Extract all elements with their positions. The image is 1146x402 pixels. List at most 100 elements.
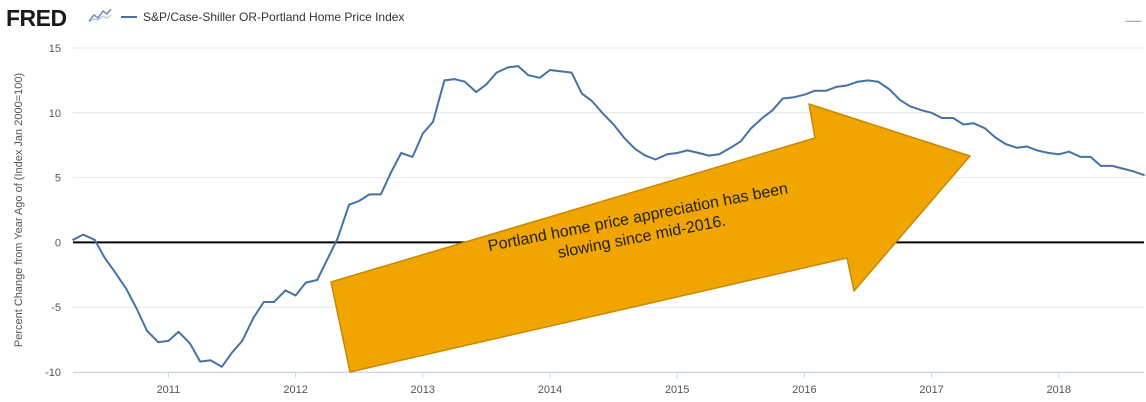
y-tick-label: 15 [49, 43, 61, 55]
y-tick-label: -10 [45, 367, 61, 379]
data-point [1099, 165, 1102, 167]
data-point [813, 89, 816, 92]
data-point [781, 97, 784, 100]
y-axis-label: Percent Change from Year Ago of (Index J… [13, 72, 25, 348]
data-point [994, 136, 997, 139]
data-point [273, 301, 275, 303]
data-point [739, 140, 742, 143]
data-point [443, 79, 446, 82]
data-point [145, 329, 148, 332]
data-point [421, 132, 424, 135]
data-point [972, 122, 975, 125]
data-point [708, 154, 710, 157]
data-point [1131, 170, 1134, 173]
data-point [580, 92, 583, 95]
data-point [93, 238, 96, 241]
data-point [220, 365, 223, 368]
data-point [231, 351, 233, 354]
data-point [825, 89, 827, 92]
data-point [761, 117, 764, 119]
data-point [475, 91, 478, 93]
data-point [1036, 149, 1039, 152]
data-point [1079, 156, 1082, 158]
data-point [1057, 153, 1060, 156]
data-point [1026, 145, 1028, 148]
data-point [570, 71, 573, 74]
data-point [845, 84, 848, 87]
data-point [984, 127, 986, 130]
annotation-arrow [330, 103, 971, 373]
data-point [411, 156, 414, 158]
data-point [750, 127, 752, 130]
data-point [602, 113, 605, 115]
data-point [336, 237, 339, 240]
grid-lines [73, 47, 1144, 378]
data-point [209, 359, 212, 362]
data-point [1121, 167, 1124, 170]
chart-header: FRED S&P/Case-Shiller OR-Portland Home P… [0, 0, 1146, 34]
data-point [644, 154, 647, 157]
data-point [453, 78, 456, 80]
fred-logo[interactable]: FRED [6, 5, 67, 31]
data-point [612, 123, 615, 126]
data-point [962, 123, 965, 126]
data-point [316, 279, 319, 281]
legend-line-swatch [121, 15, 137, 18]
legend-item[interactable]: S&P/Case-Shiller OR-Portland Home Price … [121, 10, 404, 24]
data-point [1143, 174, 1145, 176]
x-tick-label: 2013 [411, 384, 435, 396]
data-point [114, 271, 116, 274]
data-point [157, 341, 160, 344]
data-point [368, 193, 371, 196]
data-point [909, 105, 911, 108]
data-point [507, 66, 509, 69]
data-point [103, 257, 106, 259]
data-point [867, 79, 869, 82]
data-point [1047, 152, 1050, 154]
data-point [1015, 146, 1018, 149]
data-point [485, 83, 488, 86]
data-point [622, 136, 625, 139]
data-point [930, 111, 933, 114]
data-point [1089, 156, 1092, 158]
data-point [940, 117, 943, 119]
data-point [241, 340, 244, 342]
data-point [284, 289, 287, 292]
data-point [294, 294, 297, 297]
data-point [82, 233, 85, 236]
data-point [1004, 143, 1007, 145]
data-point [348, 203, 350, 206]
data-point [920, 109, 923, 112]
x-tick-label: 2014 [538, 384, 562, 396]
data-point [262, 301, 265, 303]
data-point [856, 80, 859, 83]
data-point [803, 93, 806, 96]
data-point [877, 80, 880, 83]
data-point [495, 71, 498, 74]
data-point [729, 146, 732, 149]
data-point [390, 171, 392, 174]
data-point [559, 70, 562, 73]
data-point [527, 74, 530, 77]
data-point [199, 360, 202, 363]
data-point [125, 288, 128, 290]
data-point [379, 193, 382, 196]
fullscreen-icon[interactable]: ⸺ [1125, 16, 1142, 27]
x-tick-label: 2018 [1047, 384, 1071, 396]
data-point [432, 121, 434, 123]
data-point [252, 316, 255, 319]
data-point [358, 200, 361, 202]
chart-line-icon [88, 7, 112, 23]
x-tick-label: 2016 [792, 384, 816, 396]
data-point [771, 109, 774, 112]
x-tick-labels: 2011 2012 2013 2014 2015 2016 2017 2018 [157, 384, 1071, 396]
data-point [654, 158, 657, 161]
x-tick-label: 2015 [665, 384, 689, 396]
data-point [135, 307, 138, 310]
legend-label: S&P/Case-Shiller OR-Portland Home Price … [143, 10, 405, 24]
data-point [793, 96, 796, 99]
data-point [686, 149, 689, 152]
annotation-arrow-shape [330, 103, 971, 373]
data-point [326, 258, 329, 261]
data-point [718, 153, 721, 156]
